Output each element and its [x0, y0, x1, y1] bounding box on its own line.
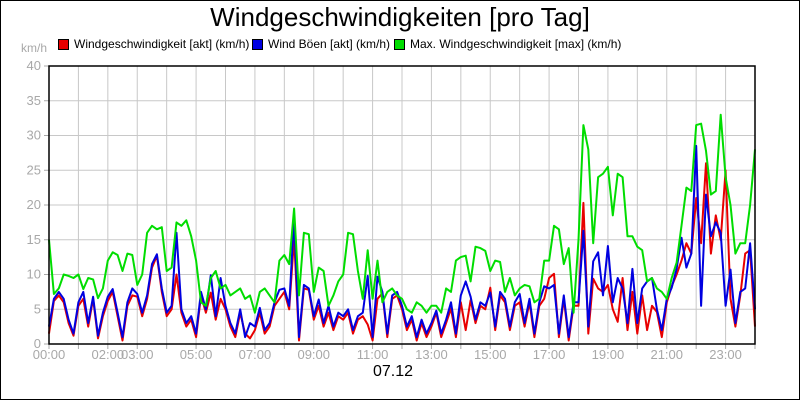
x-tick-label-05:00: 05:00: [180, 347, 213, 362]
x-tick-label-03:00: 03:00: [121, 347, 154, 362]
y-tick-label-40: 40: [27, 58, 41, 73]
y-tick-label-35: 35: [27, 93, 41, 108]
legend-swatch-blue-icon: [252, 38, 263, 50]
plot-border: [48, 65, 756, 345]
y-tick-label-30: 30: [27, 128, 41, 143]
legend-label: Max. Windgeschwindigkeit [max] (km/h): [410, 37, 622, 51]
y-tick-label-0: 0: [34, 336, 41, 351]
x-tick-label-09:00: 09:00: [297, 347, 330, 362]
x-axis-date-label: 07.12: [372, 363, 414, 380]
x-tick-label-15:00: 15:00: [474, 347, 507, 362]
x-tick-label-17:00: 17:00: [533, 347, 566, 362]
legend-label: Wind Böen [akt] (km/h): [268, 37, 391, 51]
y-tick-label-5: 5: [34, 301, 41, 316]
x-tick-label-23:00: 23:00: [709, 347, 742, 362]
x-tick-label-07:00: 07:00: [239, 347, 272, 362]
legend-swatch-red-icon: [58, 38, 69, 50]
x-tick-label-00:00: 00:00: [33, 347, 66, 362]
x-tick-label-11:00: 11:00: [357, 347, 389, 362]
x-tick-label-02:00: 02:00: [92, 347, 125, 362]
series-line-2: [48, 113, 756, 314]
x-tick-label-13:00: 13:00: [415, 347, 448, 362]
y-tick-label-15: 15: [27, 232, 41, 247]
x-tick-label-19:00: 19:00: [592, 347, 625, 362]
series-line-1: [48, 144, 756, 339]
y-tick-label-25: 25: [27, 162, 41, 177]
chart-title: Windgeschwindigkeiten [pro Tag]: [210, 2, 590, 32]
legend-item-max-windgeschwindigkeit: Max. Windgeschwindigkeit [max] (km/h): [394, 38, 621, 50]
x-tick-label-21:00: 21:00: [650, 347, 683, 362]
chart-legend: Windgeschwindigkeit [akt] (km/h) Wind Bö…: [1, 38, 799, 52]
legend-item-wind-boeen: Wind Böen [akt] (km/h): [252, 38, 390, 50]
y-tick-label-10: 10: [27, 267, 41, 282]
y-axis-unit-label: km/h: [20, 41, 47, 55]
legend-label: Windgeschwindigkeit [akt] (km/h): [74, 37, 250, 51]
legend-item-windgeschwindigkeit: Windgeschwindigkeit [akt] (km/h): [58, 38, 249, 50]
y-tick-label-20: 20: [27, 197, 41, 212]
legend-swatch-green-icon: [394, 38, 405, 50]
